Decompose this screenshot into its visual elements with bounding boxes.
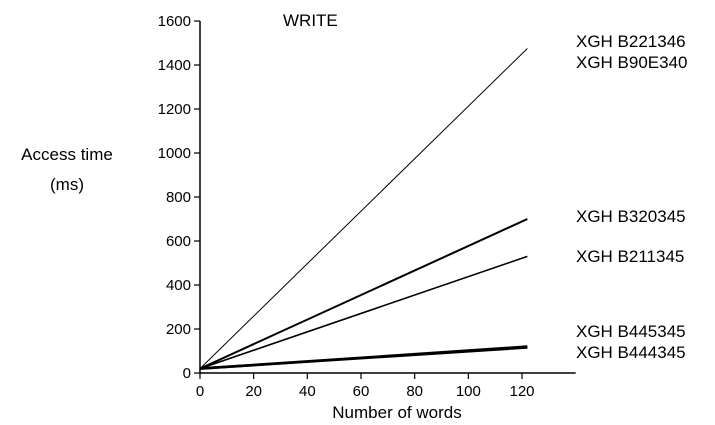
series-line-1 xyxy=(199,48,528,369)
y-tick-label-200: 200 xyxy=(166,321,191,338)
x-tick-label-20: 20 xyxy=(245,383,262,400)
y-tick-label-0: 0 xyxy=(183,365,191,382)
x-tick-label-40: 40 xyxy=(299,383,316,400)
y-tick-label-1200: 1200 xyxy=(158,101,191,118)
plot-area: 0 200 400 600 800 1000 1200 1400 1600 0 20 40 60 80 10… xyxy=(158,13,688,400)
x-tick-label-100: 100 xyxy=(456,383,481,400)
y-axis-title-line-2: (ms) xyxy=(50,175,84,194)
x-tick-label-120: 120 xyxy=(509,383,534,400)
x-tick-label-80: 80 xyxy=(406,383,423,400)
y-tick-label-800: 800 xyxy=(166,189,191,206)
y-tick-label-1400: 1400 xyxy=(158,57,191,74)
y-tick-label-1000: 1000 xyxy=(158,145,191,162)
x-axis-title: Number of words xyxy=(332,403,461,422)
series-label-6: XGH B444345 xyxy=(576,343,686,362)
x-tick-label-0: 0 xyxy=(196,383,204,400)
x-tick-label-60: 60 xyxy=(353,383,370,400)
series-line-2 xyxy=(199,218,528,370)
y-tick-label-600: 600 xyxy=(166,233,191,250)
y-axis-title-line-1: Access time xyxy=(21,145,113,164)
y-tick-label-1600: 1600 xyxy=(158,13,191,30)
series-label-4: XGH B211345 xyxy=(576,247,684,266)
series-label-5: XGH B445345 xyxy=(576,322,686,341)
series-label-3: XGH B320345 xyxy=(576,207,686,226)
chart-title: WRITE xyxy=(283,11,338,30)
series-label-2: XGH B90E340 xyxy=(576,53,688,72)
series-line-3 xyxy=(199,255,528,370)
y-tick-label-400: 400 xyxy=(166,277,191,294)
series-label-1: XGH B221346 xyxy=(576,32,686,51)
series-line-5 xyxy=(199,346,528,370)
